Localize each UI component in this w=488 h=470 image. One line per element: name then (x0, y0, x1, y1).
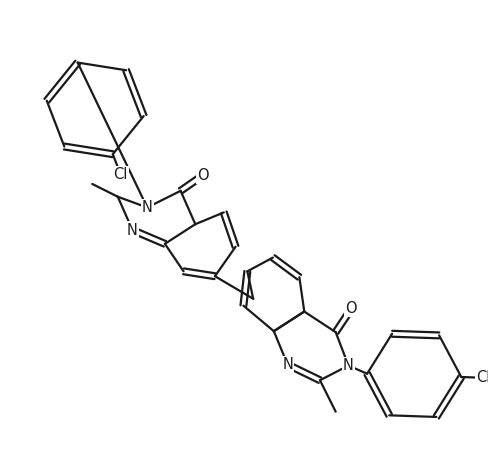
Text: N: N (142, 200, 153, 215)
Text: N: N (282, 357, 293, 372)
Text: N: N (127, 223, 138, 238)
Text: N: N (343, 358, 354, 373)
Text: O: O (346, 301, 357, 316)
Text: Cl: Cl (113, 167, 128, 182)
Text: Cl: Cl (476, 370, 488, 385)
Text: O: O (197, 168, 209, 183)
